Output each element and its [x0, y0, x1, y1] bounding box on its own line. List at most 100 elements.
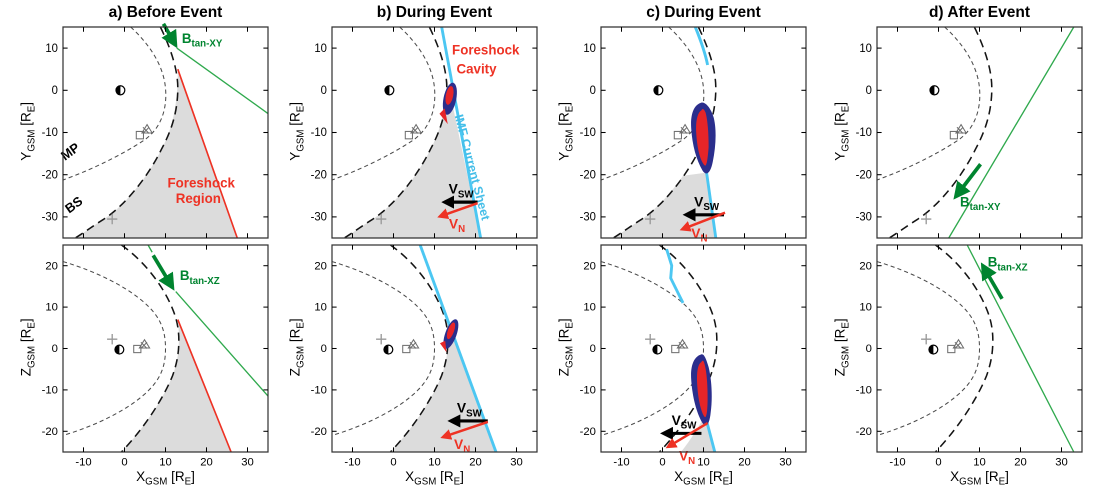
current-sheet-line [418, 244, 498, 453]
panel-b-xz: VSW VN 20 -10 10 0 0 10 -10 20 -20 30 [311, 244, 538, 468]
y-tick-label: 20 [583, 260, 596, 272]
foreshock-cavity-blob [691, 354, 712, 426]
x-axis-label-d: XGSM [RE] [950, 469, 1009, 488]
b-tan-xz-label: Btan-XZ [988, 255, 1028, 274]
axis-ticks: 10 0 -10 -20 -30 [311, 27, 537, 238]
b-tan-xz-arrow [151, 254, 175, 291]
x-tick-label: 10 [428, 456, 441, 468]
y-tick-label: -20 [42, 426, 58, 438]
vn-arrow [440, 420, 489, 440]
earth-nightside-icon [653, 85, 659, 95]
magnetopause-curve [331, 26, 436, 181]
y-axis-label-b-top: YGSM [RE] [287, 102, 307, 161]
x-tick-label: 10 [159, 456, 172, 468]
vsw-label: VSW [694, 193, 720, 213]
x-axis-label-b: XGSM [RE] [405, 469, 464, 488]
b-tan-xz-arrow [980, 262, 1004, 300]
foreshock-region-fill [121, 319, 232, 452]
x-tick-label: 30 [1055, 456, 1068, 468]
panel-a-xy: Btan-XY MP BS Foreshock Region 100-10-20… [42, 22, 269, 239]
y-axis-label-c-top: YGSM [RE] [556, 102, 576, 161]
spacecraft-cluster-markers [133, 338, 151, 354]
y-tick-label: 0 [52, 85, 58, 97]
y-tick-label: 10 [314, 302, 327, 314]
spacecraft-cluster-markers [671, 338, 689, 354]
y-tick-label: 10 [583, 43, 596, 55]
x-tick-label: 30 [510, 456, 523, 468]
foreshock-boundary-line [177, 68, 239, 239]
foreshock-cavity-blob [439, 82, 457, 125]
b-tan-xz-label: Btan-XZ [180, 268, 220, 287]
imf-field-line [147, 244, 269, 397]
axis-ticks: 10 0 -10 -20 -30 [42, 27, 268, 238]
y-tick-label: -20 [580, 169, 596, 181]
x-tick-label: -10 [613, 456, 629, 468]
bow-shock-curve [74, 26, 179, 239]
panel-title-d: d) After Event [928, 4, 1031, 21]
bow-shock-curve [888, 26, 993, 239]
y-tick-label: -30 [311, 211, 327, 223]
x-tick-label: 0 [659, 456, 665, 468]
y-tick-label: -10 [856, 127, 872, 139]
current-sheet-upper-segment [665, 248, 685, 304]
x-axis-label-a: XGSM [RE] [136, 469, 195, 488]
earth-nightside-icon [384, 85, 390, 95]
axis-ticks: 20 -10 10 0 0 10 -10 20 -20 30 [580, 245, 806, 468]
earth-nightside-icon [115, 85, 121, 95]
spacecraft-cluster-markers [404, 123, 423, 140]
imf-field-line [176, 47, 269, 115]
spacecraft-plus-marker [376, 334, 387, 345]
y-tick-label: 10 [314, 43, 327, 55]
vn-label: VN [454, 436, 470, 456]
panel-d-xz: Btan-XZ 20 -10 10 0 0 10 -10 20 -20 30 [856, 244, 1083, 468]
spacecraft-plus-marker [107, 334, 118, 345]
x-tick-label: 0 [121, 456, 127, 468]
axis-ticks: 20 -10 10 0 0 10 -10 20 -20 30 [856, 245, 1082, 468]
vsw-label: VSW [449, 181, 475, 201]
y-tick-label: 10 [583, 302, 596, 314]
x-tick-label: 20 [200, 456, 213, 468]
y-tick-label: -30 [42, 211, 58, 223]
y-axis-label-a-top: YGSM [RE] [18, 102, 38, 161]
panel-title-b: b) During Event [376, 4, 493, 21]
x-tick-label: 0 [935, 456, 941, 468]
magnetopause-curve [62, 261, 167, 436]
earth-nightside-icon [929, 85, 935, 95]
plot-background [877, 245, 1082, 452]
x-tick-label: -10 [889, 456, 905, 468]
foreshock-cavity-label-line2: Cavity [457, 61, 497, 76]
y-tick-label: 10 [45, 302, 58, 314]
earth-nightside-icon [928, 345, 934, 354]
x-tick-label: 30 [241, 456, 254, 468]
earth-nightside-icon [114, 345, 120, 354]
x-tick-label: 10 [697, 456, 710, 468]
foreshock-region-label-line2: Region [176, 191, 221, 206]
spacecraft-cluster-markers [402, 338, 420, 354]
foreshock-cavity-blob [439, 319, 459, 353]
imf-field-line [948, 26, 1075, 239]
spacecraft-cluster-markers [673, 123, 692, 140]
magnetopause-curve [600, 261, 705, 436]
y-tick-label: -20 [856, 426, 872, 438]
current-sheet-upper-segment [693, 26, 710, 66]
earth-nightside-icon [383, 345, 389, 354]
panel-a-xz: Btan-XZ 20 -10 10 0 0 10 -10 20 -20 30 [42, 244, 269, 468]
spacecraft-plus-marker [645, 334, 656, 345]
magnetopause-curve [876, 261, 981, 436]
vsw-label: VSW [457, 400, 483, 420]
y-tick-label: 0 [590, 343, 596, 355]
y-tick-label: 0 [321, 343, 327, 355]
y-tick-label: -10 [311, 384, 327, 396]
magnetopause-curve [600, 26, 705, 181]
x-tick-label: -10 [75, 456, 91, 468]
y-tick-label: 10 [859, 43, 872, 55]
y-axis-label-d-bottom: ZGSM [RE] [832, 318, 852, 377]
x-tick-label: 0 [390, 456, 396, 468]
y-tick-label: -20 [42, 169, 58, 181]
foreshock-boundary-line [177, 319, 232, 453]
y-tick-label: -30 [580, 211, 596, 223]
panel-c-xz: VSW VN 20 -10 10 0 0 10 -10 20 -20 30 [580, 244, 807, 468]
spacecraft-plus-marker [921, 334, 932, 345]
b-tan-xy-label: Btan-XY [182, 31, 223, 50]
y-tick-label: 0 [866, 343, 872, 355]
